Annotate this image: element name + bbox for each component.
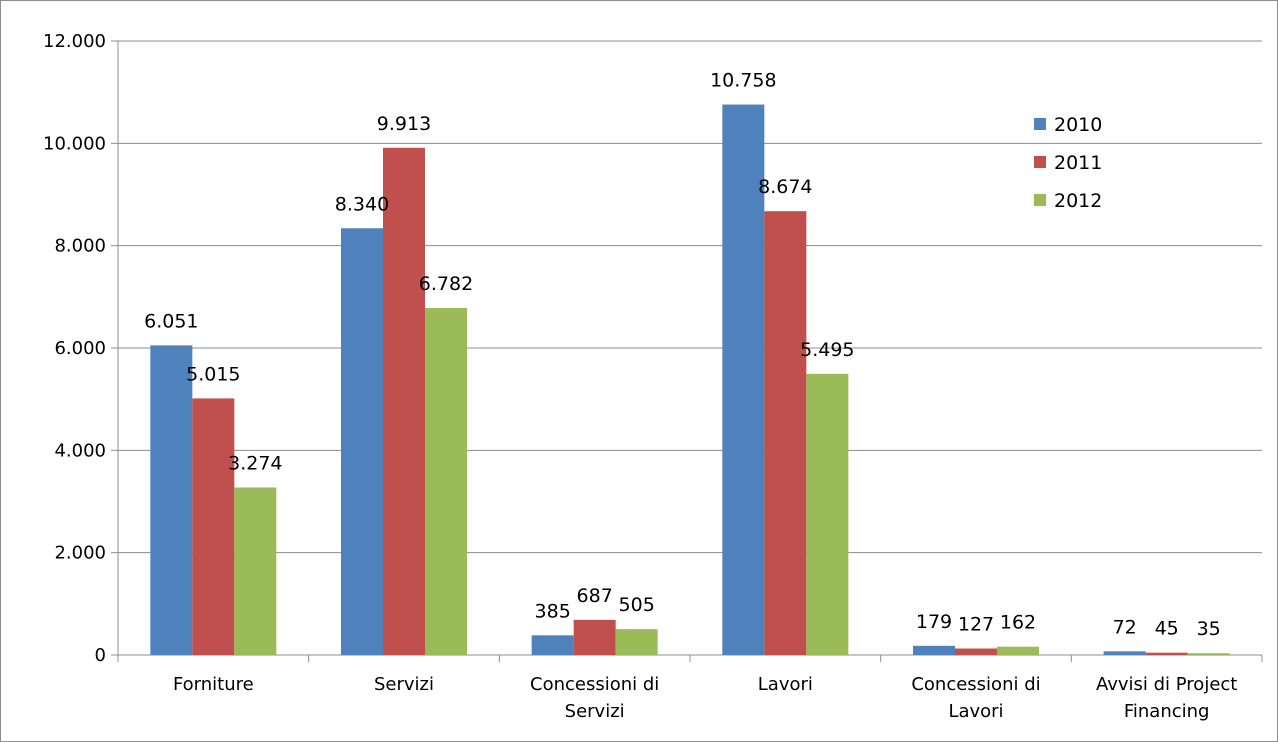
bar-2011-5 [1145, 652, 1188, 655]
bar-2011-1 [383, 147, 425, 655]
x-category-label: Servizi [374, 674, 434, 695]
x-category-label: Lavori [758, 674, 813, 695]
x-category-label-line: Concessioni di [530, 674, 659, 695]
data-label: 10.758 [710, 70, 776, 92]
legend-swatch-2012 [1034, 194, 1046, 206]
x-category-label-line: Concessioni di [911, 674, 1040, 695]
data-label: 179 [916, 611, 952, 633]
data-label: 72 [1113, 616, 1137, 638]
bar-2012-2 [615, 629, 658, 655]
bars [150, 104, 1230, 655]
data-label: 5.495 [800, 339, 854, 361]
bar-2010-5 [1103, 651, 1146, 655]
bar-2011-4 [955, 648, 997, 655]
data-labels: 6.051 8.340 385 10.758 179 72 5.015 9.913 687 8.6… [144, 70, 1221, 641]
x-category-label: Concessioni di Lavori [911, 674, 1040, 722]
y-tick-label: 0 [95, 645, 106, 666]
x-category-label-line: Financing [1124, 701, 1210, 722]
bar-2010-3 [722, 104, 765, 655]
data-label: 8.340 [335, 193, 389, 215]
y-tick-label: 6.000 [54, 338, 106, 359]
data-label: 385 [535, 600, 571, 622]
y-tick-label: 4.000 [54, 440, 106, 461]
bar-2012-5 [1187, 653, 1230, 655]
bar-2011-3 [764, 211, 807, 655]
x-category-label: Avvisi di Project Financing [1096, 674, 1237, 722]
data-label: 6.051 [144, 310, 198, 332]
data-label: 687 [577, 585, 613, 607]
bar-2010-0 [150, 345, 193, 655]
bar-2012-3 [806, 373, 849, 655]
x-category-label-line: Forniture [173, 674, 254, 695]
bar-2012-4 [997, 646, 1039, 655]
legend-label: 2010 [1054, 114, 1102, 136]
legend-label: 2012 [1054, 190, 1102, 212]
bar-2011-2 [573, 619, 616, 655]
data-label: 6.782 [419, 273, 473, 295]
x-category-label-line: Servizi [565, 701, 625, 722]
y-tick-label: 10.000 [43, 133, 106, 154]
y-tick-label: 8.000 [54, 236, 106, 257]
data-label: 8.674 [758, 176, 812, 198]
x-category-label: Forniture [173, 674, 254, 695]
x-category-label-line: Lavori [948, 701, 1003, 722]
x-category-label-line: Servizi [374, 674, 434, 695]
x-category-label: Concessioni di Servizi [530, 674, 659, 722]
data-label: 3.274 [228, 452, 282, 474]
data-label: 45 [1155, 618, 1179, 640]
y-tick-label: 12.000 [43, 31, 106, 52]
data-label: 35 [1197, 618, 1221, 640]
data-label: 9.913 [377, 113, 431, 135]
bar-2010-1 [341, 228, 383, 655]
axes: 0 2.000 4.000 6.000 8.000 10.000 12.000 Fornitu… [43, 31, 1263, 722]
bar-2012-1 [425, 307, 467, 655]
legend-swatch-2011 [1034, 156, 1046, 168]
data-label: 5.015 [186, 363, 240, 385]
gridlines [118, 40, 1262, 554]
legend-label: 2011 [1054, 152, 1102, 174]
y-tick-label: 2.000 [54, 543, 106, 564]
legend-swatch-2010 [1034, 118, 1046, 130]
bar-2012-0 [234, 487, 277, 655]
data-label: 505 [619, 594, 655, 616]
x-category-label-line: Lavori [758, 674, 813, 695]
data-label: 127 [958, 614, 994, 636]
data-label: 162 [1000, 612, 1036, 634]
bar-2010-4 [913, 645, 955, 655]
legend: 2010 2011 2012 [1034, 114, 1102, 212]
x-category-label-line: Avvisi di Project [1096, 674, 1237, 695]
bar-2011-0 [192, 398, 235, 655]
bar-2010-2 [531, 635, 574, 655]
